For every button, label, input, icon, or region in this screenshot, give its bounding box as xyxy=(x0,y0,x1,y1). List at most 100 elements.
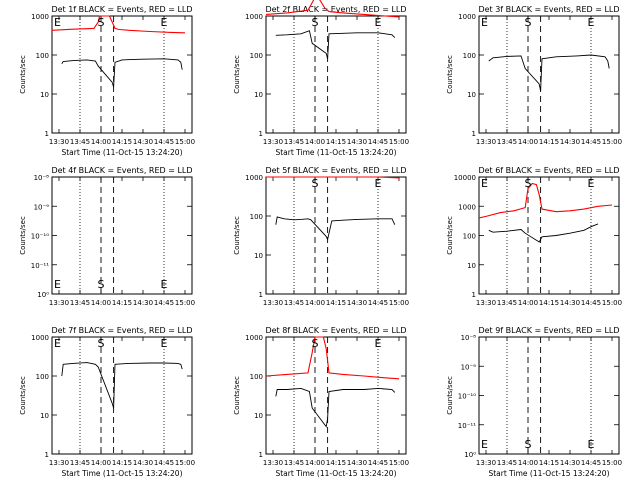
plot-title: Det 8f BLACK = Events, RED = LLD xyxy=(265,326,406,335)
x-tick-label: 15:00 xyxy=(175,138,195,146)
x-tick-label: 14:15 xyxy=(326,138,346,146)
x-tick-label: 14:15 xyxy=(539,299,559,307)
y-tick-label: 10 xyxy=(467,91,476,99)
marker-label: S xyxy=(98,278,105,291)
plot-frame xyxy=(478,15,620,134)
marker-label: S xyxy=(312,16,319,29)
y-tick-label: 100 xyxy=(250,373,263,381)
x-tick-label: 14:45 xyxy=(368,299,388,307)
x-axis-label: Start Time (11-Oct-15 13:24:20) xyxy=(275,148,396,157)
x-tick-label: 14:00 xyxy=(518,299,538,307)
y-tick-label: 1000 xyxy=(245,334,263,342)
marker-label: E xyxy=(375,337,382,350)
x-tick-label: 14:30 xyxy=(133,138,153,146)
x-tick-label: 15:00 xyxy=(602,299,622,307)
x-tick-label: 14:15 xyxy=(539,459,559,467)
series-events-line xyxy=(275,30,396,59)
x-tick-label: 13:30 xyxy=(263,138,283,146)
marker-label: E xyxy=(161,16,168,29)
plot-panel-3: Det 3f BLACK = Events, RED = LLD Counts/s… xyxy=(446,5,622,146)
plot-title: Det 3f BLACK = Events, RED = LLD xyxy=(478,5,619,14)
y-tick-label: 10⁻⁹ xyxy=(461,363,477,371)
marker-label: E xyxy=(588,16,595,29)
y-tick-label: 1 xyxy=(45,130,49,138)
x-axis-label: Start Time (11-Oct-15 13:24:20) xyxy=(275,469,396,478)
marker-label: E xyxy=(481,16,488,29)
x-tick-label: 13:45 xyxy=(284,459,304,467)
x-tick-label: 15:00 xyxy=(389,299,409,307)
marker-label: E xyxy=(54,16,61,29)
series-events-line xyxy=(61,58,183,88)
plot-frame xyxy=(51,15,193,134)
x-tick-label: 13:30 xyxy=(476,459,496,467)
x-tick-label: 14:45 xyxy=(154,459,174,467)
x-tick-label: 14:00 xyxy=(91,459,111,467)
y-tick-label: 1000 xyxy=(458,13,476,21)
y-tick-label: 10⁻⁸ xyxy=(34,174,50,182)
y-tick-label: 1 xyxy=(45,451,49,459)
y-axis-label: Counts/sec xyxy=(233,376,241,415)
y-tick-label: 1 xyxy=(259,130,263,138)
x-tick-label: 14:15 xyxy=(112,299,132,307)
marker-label: S xyxy=(98,16,105,29)
plot-frame xyxy=(265,336,407,455)
y-tick-label: 1 xyxy=(259,291,263,299)
plot-frame xyxy=(265,176,407,295)
x-axis-label: Start Time (11-Oct-15 13:24:20) xyxy=(61,148,182,157)
x-tick-label: 14:00 xyxy=(518,459,538,467)
y-tick-label: 1000 xyxy=(245,13,263,21)
x-tick-label: 15:00 xyxy=(389,459,409,467)
x-tick-label: 14:45 xyxy=(581,299,601,307)
y-tick-label: 10 xyxy=(254,412,263,420)
x-tick-label: 15:00 xyxy=(602,459,622,467)
x-tick-label: 14:30 xyxy=(560,299,580,307)
x-tick-label: 14:15 xyxy=(326,299,346,307)
y-tick-label: 10⁻¹¹ xyxy=(31,262,49,270)
x-tick-label: 14:15 xyxy=(112,459,132,467)
y-tick-label: 10 xyxy=(40,412,49,420)
x-tick-label: 13:45 xyxy=(497,459,517,467)
y-tick-label: 10 xyxy=(467,262,476,270)
y-tick-label: 100 xyxy=(36,52,49,60)
x-tick-label: 14:00 xyxy=(305,138,325,146)
y-tick-label: 100 xyxy=(250,52,263,60)
plot-frame xyxy=(478,176,620,295)
y-tick-label: 1000 xyxy=(31,13,49,21)
x-tick-label: 14:45 xyxy=(581,138,601,146)
marker-label: E xyxy=(161,337,168,350)
x-tick-label: 14:30 xyxy=(347,459,367,467)
y-tick-label: 1000 xyxy=(245,174,263,182)
marker-label: S xyxy=(525,438,532,451)
marker-label: E xyxy=(375,177,382,190)
y-tick-label: 100 xyxy=(463,233,476,241)
y-tick-label: 10 xyxy=(254,252,263,260)
x-tick-label: 15:00 xyxy=(175,459,195,467)
x-tick-label: 14:00 xyxy=(91,138,111,146)
y-axis-label: Counts/sec xyxy=(446,55,454,94)
series-lld-line xyxy=(265,336,400,380)
x-tick-label: 13:45 xyxy=(284,299,304,307)
x-axis-label: Start Time (11-Oct-15 13:24:20) xyxy=(488,469,609,478)
plot-panel-8: Det 8f BLACK = Events, RED = LLD Counts/s… xyxy=(233,326,409,478)
marker-label: E xyxy=(375,16,382,29)
x-tick-label: 14:45 xyxy=(368,138,388,146)
series-events-line xyxy=(61,362,183,409)
x-tick-label: 13:45 xyxy=(497,299,517,307)
x-tick-label: 14:45 xyxy=(154,299,174,307)
x-tick-label: 13:30 xyxy=(263,299,283,307)
marker-label: E xyxy=(481,438,488,451)
x-tick-label: 13:45 xyxy=(284,138,304,146)
x-tick-label: 15:00 xyxy=(389,138,409,146)
x-tick-label: 14:00 xyxy=(305,459,325,467)
y-tick-label: 100 xyxy=(463,52,476,60)
series-lld-line xyxy=(266,176,400,179)
y-axis-label: Counts/sec xyxy=(19,216,27,255)
plot-panel-1: Det 1f BLACK = Events, RED = LLD Counts/s… xyxy=(19,5,195,157)
plot-title: Det 6f BLACK = Events, RED = LLD xyxy=(478,166,619,175)
y-tick-label: 10⁻⁸ xyxy=(461,334,477,342)
x-tick-label: 14:15 xyxy=(539,138,559,146)
plot-title: Det 9f BLACK = Events, RED = LLD xyxy=(478,326,619,335)
y-axis-label: Counts/sec xyxy=(446,376,454,415)
marker-label: E xyxy=(161,278,168,291)
y-tick-label: 1000 xyxy=(31,334,49,342)
